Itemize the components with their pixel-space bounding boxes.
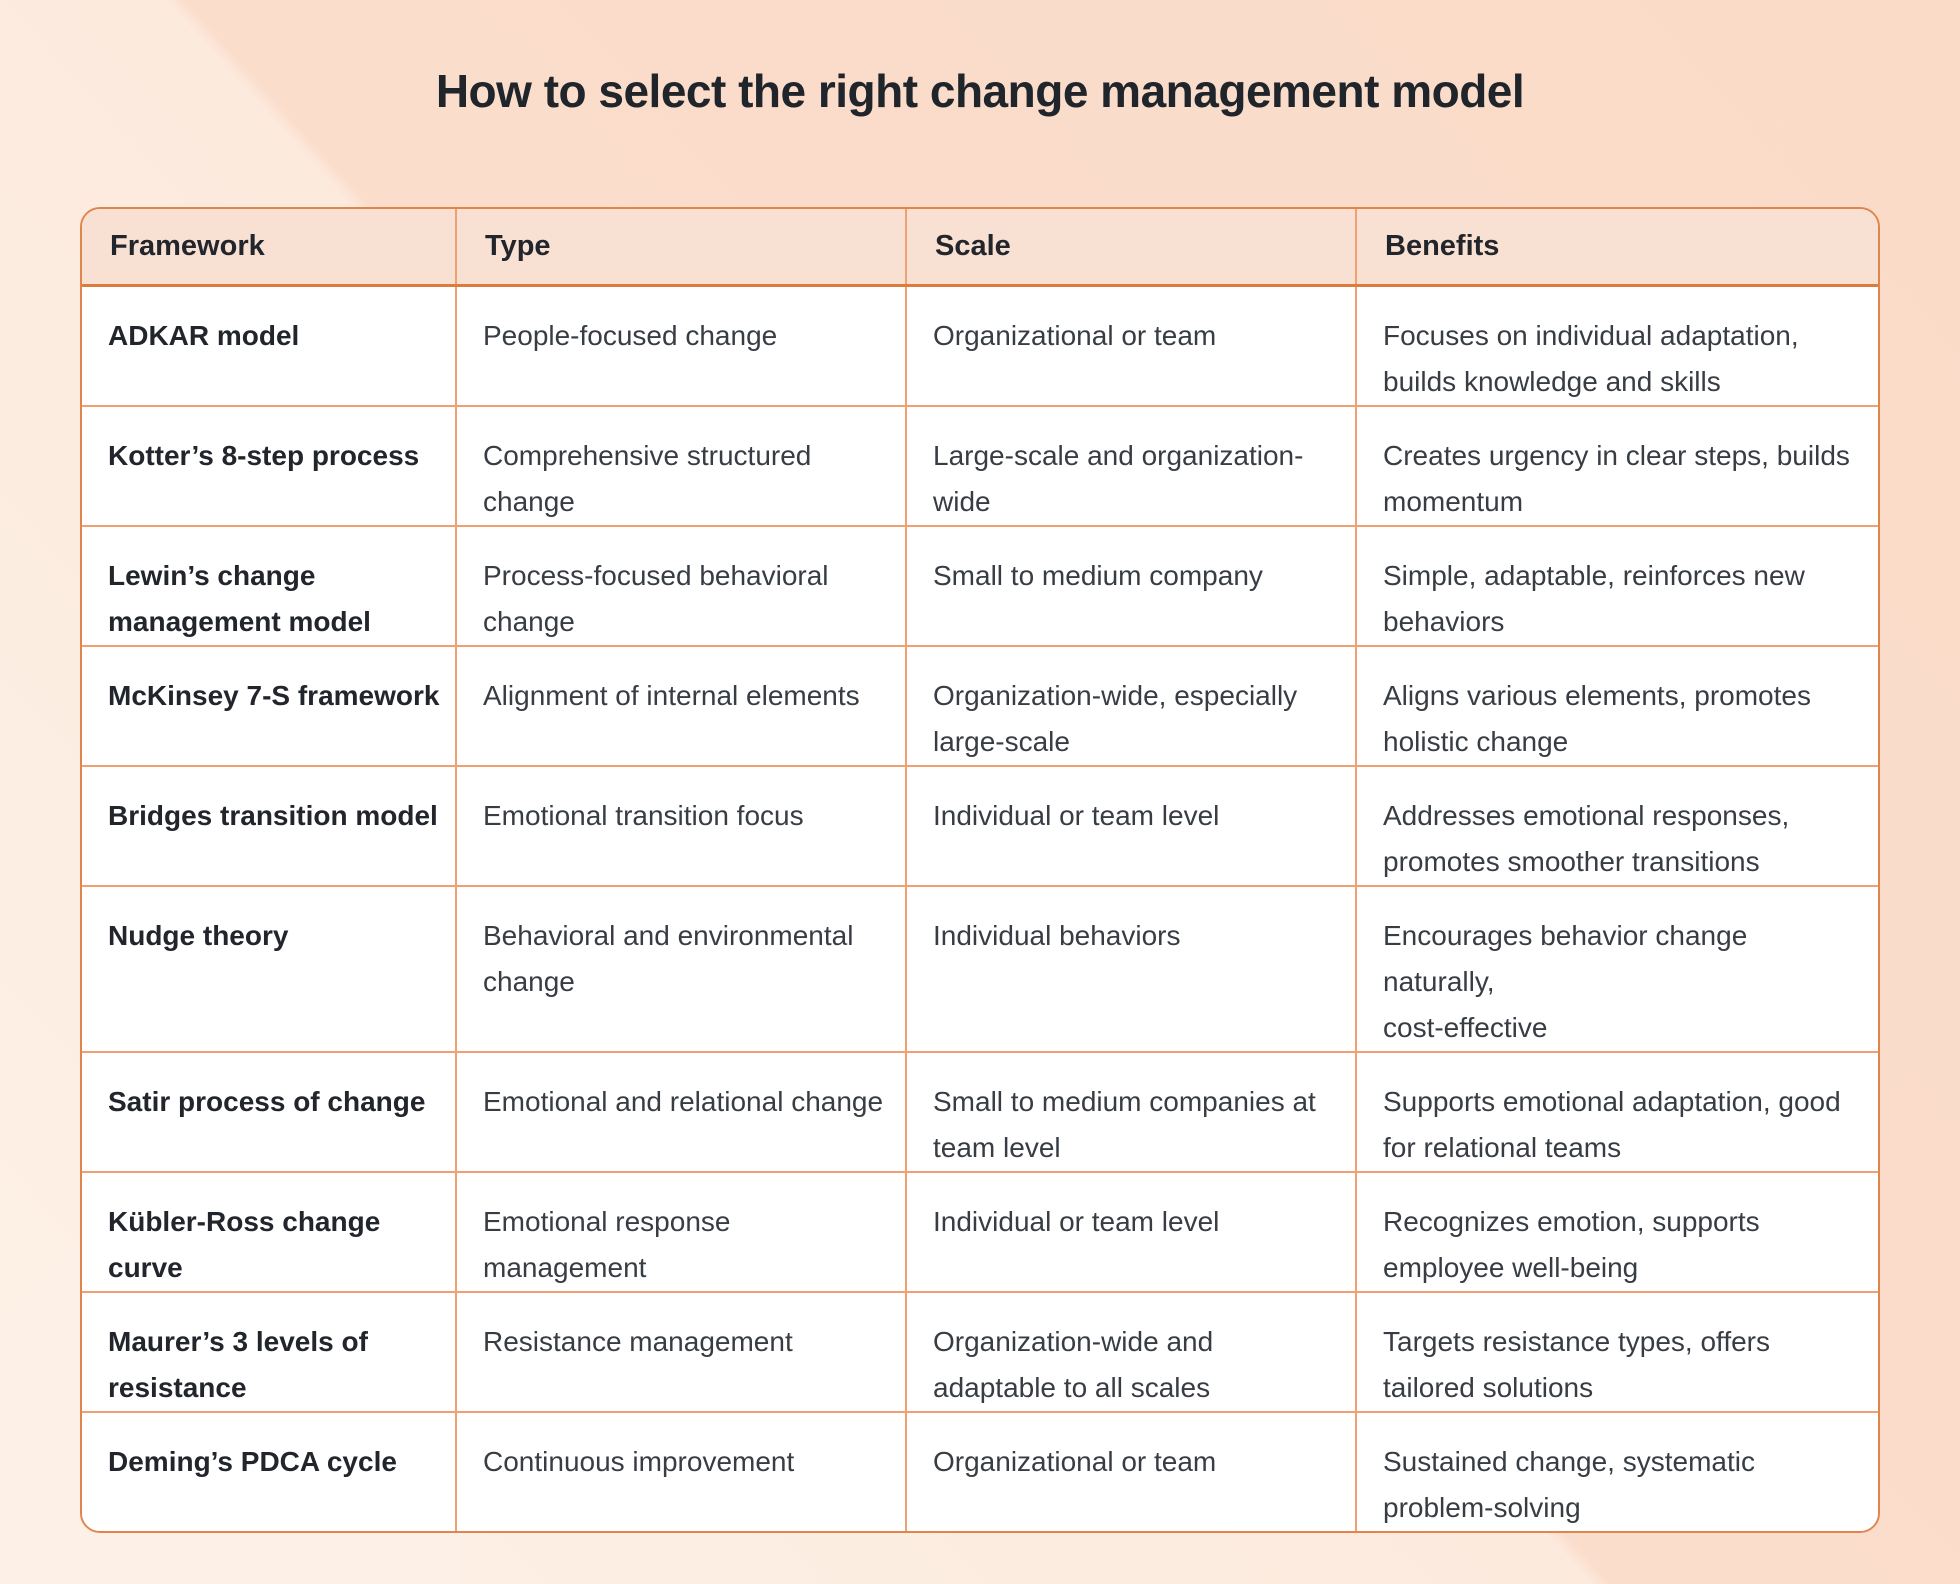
cell-benefits: Recognizes emotion, supports employee we… bbox=[1355, 1172, 1878, 1291]
cell-benefits: Supports emotional adaptation, good for … bbox=[1355, 1052, 1878, 1171]
table-row: Nudge theory Behavioral and environmental… bbox=[82, 885, 1878, 1051]
cell-scale: Small to medium company bbox=[905, 527, 1355, 645]
cell-scale: Organization-wide and adaptable to all s… bbox=[905, 1292, 1355, 1411]
cell-framework: Bridges transition model bbox=[108, 800, 438, 831]
cell-scale: Individual or team level bbox=[905, 767, 1355, 885]
table-row: Maurer’s 3 levels of resistance Resistanc… bbox=[82, 1290, 1878, 1411]
table-row: Satir process of change Emotional and rel… bbox=[82, 1050, 1878, 1171]
cell-framework: Deming’s PDCA cycle bbox=[108, 1445, 397, 1477]
cell-type: Resistance management bbox=[455, 1292, 905, 1411]
cell-framework: Kübler-Ross change curve bbox=[108, 1205, 381, 1283]
cell-type: Alignment of internal elements bbox=[455, 647, 905, 765]
cell-benefits: Focuses on individual adaptation, builds… bbox=[1355, 287, 1878, 405]
cell-framework: Kotter’s 8-step process bbox=[108, 440, 420, 471]
cell-benefits: Targets resistance types, offers tailore… bbox=[1355, 1292, 1878, 1411]
page-title: How to select the right change managemen… bbox=[435, 65, 1525, 117]
cell-framework: Maurer’s 3 levels of resistance bbox=[108, 1325, 368, 1403]
table-row: Kübler-Ross change curve Emotional respon… bbox=[82, 1170, 1878, 1291]
cell-benefits: Encourages behavior change naturally, co… bbox=[1355, 887, 1878, 1051]
header-cell-framework: Framework bbox=[110, 229, 265, 262]
cell-scale: Organizational or team bbox=[905, 287, 1355, 405]
table-row: Deming’s PDCA cycle Continuous improvemen… bbox=[82, 1410, 1878, 1531]
table-row: Bridges transition model Emotional transi… bbox=[82, 765, 1878, 885]
cell-benefits: Sustained change, systematic problem-sol… bbox=[1355, 1412, 1878, 1531]
header-cell-benefits: Benefits bbox=[1355, 209, 1878, 284]
cell-scale: Individual or team level bbox=[905, 1172, 1355, 1291]
cell-framework: Nudge theory bbox=[108, 920, 289, 951]
cell-scale: Individual behaviors bbox=[905, 887, 1355, 1051]
cell-type: People-focused change bbox=[455, 287, 905, 405]
cell-benefits: Aligns various elements, promotes holist… bbox=[1355, 647, 1878, 765]
cell-type: Comprehensive structured change bbox=[455, 407, 905, 525]
cell-type: Behavioral and environmental change bbox=[455, 887, 905, 1051]
table-header-row: Framework Type Scale Benefits bbox=[82, 209, 1878, 287]
header-cell-scale: Scale bbox=[905, 209, 1355, 284]
header-cell-type: Type bbox=[455, 209, 905, 284]
cell-type: Process-focused behavioral change bbox=[455, 527, 905, 645]
cell-scale: Organization-wide, especially large-scal… bbox=[905, 647, 1355, 765]
cell-benefits: Simple, adaptable, reinforces new behavi… bbox=[1355, 527, 1878, 645]
table-row: McKinsey 7-S framework Alignment of inter… bbox=[82, 645, 1878, 765]
cell-benefits: Addresses emotional responses, promotes … bbox=[1355, 767, 1878, 885]
cell-framework: ADKAR model bbox=[108, 320, 300, 351]
cell-scale: Small to medium companies at team level bbox=[905, 1052, 1355, 1171]
cell-framework: Lewin’s change management model bbox=[108, 560, 371, 637]
cell-scale: Organizational or team bbox=[905, 1412, 1355, 1531]
cell-type: Emotional and relational change bbox=[455, 1052, 905, 1171]
table-row: Kotter’s 8-step process Comprehensive str… bbox=[82, 405, 1878, 525]
cell-benefits: Creates urgency in clear steps, builds m… bbox=[1355, 407, 1878, 525]
table-body: ADKAR model People-focused change Organiza… bbox=[82, 287, 1878, 1531]
cell-type: Emotional transition focus bbox=[455, 767, 905, 885]
table-row: Lewin’s change management model Process-f… bbox=[82, 525, 1878, 645]
cell-framework: McKinsey 7-S framework bbox=[108, 680, 440, 711]
cell-type: Emotional response management bbox=[455, 1172, 905, 1291]
change-model-table: Framework Type Scale Benefits ADKAR mode… bbox=[80, 207, 1880, 1533]
cell-type: Continuous improvement bbox=[455, 1412, 905, 1531]
table-row: ADKAR model People-focused change Organiza… bbox=[82, 287, 1878, 405]
cell-scale: Large-scale and organization- wide bbox=[905, 407, 1355, 525]
cell-framework: Satir process of change bbox=[108, 1085, 426, 1117]
